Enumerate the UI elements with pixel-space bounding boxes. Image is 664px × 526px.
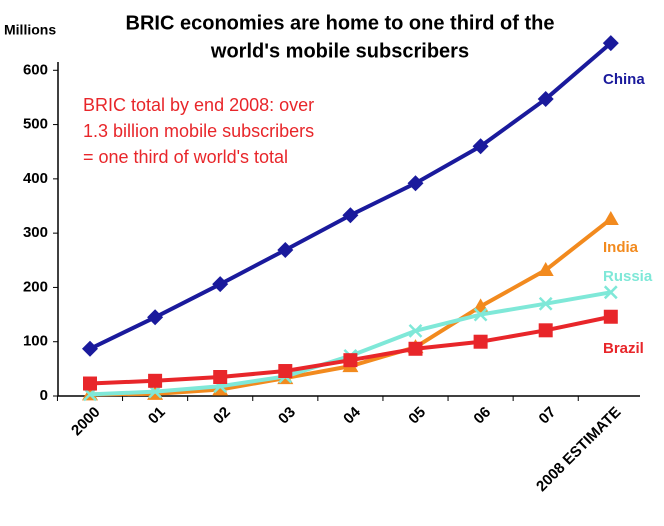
- chart-title: BRIC economies are home to one third of …: [126, 12, 555, 34]
- point: [277, 241, 294, 258]
- point: [343, 353, 358, 368]
- series-label: India: [603, 239, 639, 256]
- y-tick-label: 500: [23, 116, 48, 133]
- series-line: [89, 314, 612, 386]
- point: [602, 35, 619, 52]
- x-tick-label: 05: [405, 404, 429, 428]
- point: [278, 364, 293, 379]
- annotation: 1.3 billion mobile subscribers: [83, 121, 314, 141]
- series-label: Russia: [603, 268, 653, 285]
- point: [212, 276, 229, 293]
- point: [473, 307, 488, 322]
- x-tick-label: 2000: [68, 404, 104, 440]
- y-tick-label: 400: [23, 170, 48, 187]
- x-tick-label: 06: [470, 404, 494, 428]
- point: [472, 138, 489, 155]
- point: [82, 340, 98, 357]
- x-tick-label: 03: [275, 404, 299, 428]
- x-tick-label: 07: [536, 404, 560, 428]
- y-tick-label: 600: [23, 61, 48, 78]
- point: [408, 323, 423, 338]
- point: [602, 211, 619, 226]
- point: [538, 323, 553, 338]
- point: [603, 309, 618, 324]
- series-label: Brazil: [603, 340, 644, 357]
- series-label: China: [603, 71, 645, 88]
- point: [473, 334, 488, 349]
- point: [342, 207, 359, 224]
- x-tick-label: 04: [340, 403, 364, 427]
- x-tick-label: 01: [145, 404, 169, 428]
- series-line: [89, 41, 613, 351]
- point: [213, 370, 228, 384]
- annotation: = one third of world's total: [83, 147, 288, 167]
- chart-title: world's mobile subscribers: [210, 40, 469, 62]
- point: [538, 296, 553, 311]
- point: [147, 309, 164, 326]
- point: [148, 373, 163, 388]
- point: [83, 376, 97, 391]
- point: [537, 91, 554, 108]
- point: [537, 262, 554, 277]
- y-tick-label: 100: [23, 333, 48, 350]
- x-tick-label: 02: [210, 404, 234, 428]
- y-tick-label: 200: [23, 278, 48, 295]
- y-tick-label: 0: [40, 387, 48, 404]
- y-axis-label: Millions: [4, 22, 56, 38]
- point: [407, 175, 424, 192]
- annotation: BRIC total by end 2008: over: [83, 95, 314, 115]
- point: [603, 285, 618, 300]
- point: [408, 341, 423, 356]
- y-tick-label: 300: [23, 224, 48, 241]
